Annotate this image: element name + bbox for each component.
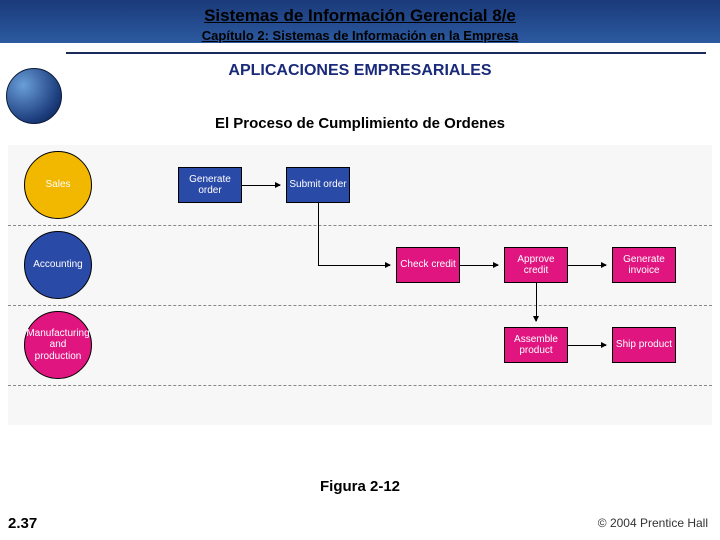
figure-label: Figura 2-12: [0, 478, 720, 495]
copyright-text: © 2004 Prentice Hall: [598, 516, 708, 530]
process-box-chk_credit: Check credit: [396, 247, 460, 283]
process-diagram: Sales Accounting Manufacturing and product…: [8, 145, 712, 425]
title-main: Sistemas de Información Gerencial 8/e: [0, 6, 720, 26]
lane-divider: [8, 305, 712, 306]
diagram-subtitle: El Proceso de Cumplimiento de Ordenes: [0, 115, 720, 132]
arrow-icon: [318, 203, 319, 265]
title-sub: Capítulo 2: Sistemas de Información en l…: [0, 28, 720, 43]
section-title: APLICACIONES EMPRESARIALES: [0, 62, 720, 80]
page-number: 2.37: [8, 515, 37, 532]
process-box-ship_prod: Ship product: [612, 327, 676, 363]
arrow-icon: [242, 185, 280, 186]
process-box-sub_order: Submit order: [286, 167, 350, 203]
arrow-icon: [318, 265, 390, 266]
dept-circle: Manufacturing and production: [24, 311, 92, 379]
arrow-icon: [536, 283, 537, 321]
process-box-app_credit: Approve credit: [504, 247, 568, 283]
divider-line: [66, 52, 706, 54]
arrow-icon: [568, 345, 606, 346]
lane-divider: [8, 225, 712, 226]
process-box-asm_prod: Assemble product: [504, 327, 568, 363]
arrow-icon: [460, 265, 498, 266]
lane-divider: [8, 385, 712, 386]
header-band: Sistemas de Información Gerencial 8/e Ca…: [0, 0, 720, 108]
dept-circle: Accounting: [24, 231, 92, 299]
dept-circle: Sales: [24, 151, 92, 219]
arrow-icon: [568, 265, 606, 266]
process-box-gen_inv: Generate invoice: [612, 247, 676, 283]
process-box-gen_order: Generate order: [178, 167, 242, 203]
